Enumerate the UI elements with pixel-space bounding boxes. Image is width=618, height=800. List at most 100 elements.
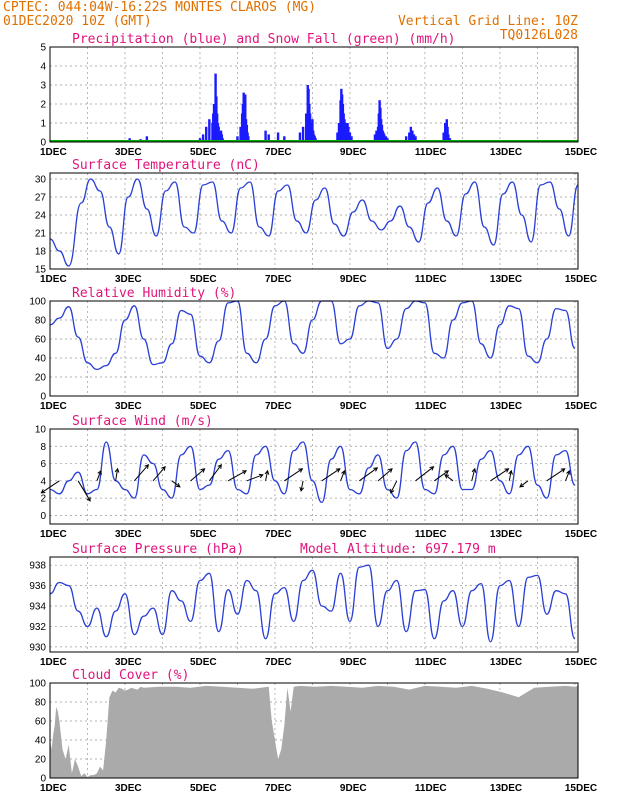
temp-panel: 15 18 21 24 27 30 1DEC 3DEC 5DEC 7DEC 9DEC 11DEC 13D… <box>35 158 597 285</box>
x-tick-label: 5DEC <box>190 657 217 668</box>
x-tick-label: 1DEC <box>40 783 67 794</box>
precip-bar <box>383 134 386 142</box>
wind-arrow-head <box>242 470 247 475</box>
x-tick-label: 11DEC <box>415 401 447 412</box>
y-tick-label: 100 <box>29 679 46 690</box>
y-tick-label: 0 <box>40 774 46 785</box>
precip-bar <box>304 113 308 142</box>
wind-arrow-head <box>429 466 435 471</box>
precip-bar <box>384 136 388 142</box>
precip-bar <box>348 132 352 142</box>
panel-frame <box>49 300 579 397</box>
panel-title: Relative Humidity (%) <box>72 286 236 301</box>
y-tick-label: 1 <box>40 119 46 130</box>
wind-arrow <box>265 470 269 481</box>
y-tick-label: 24 <box>35 211 47 222</box>
x-tick-label: 15DEC <box>565 274 597 285</box>
precip-bar <box>267 134 270 142</box>
wind-arrow <box>565 470 570 482</box>
x-tick-label: 3DEC <box>115 147 142 158</box>
x-tick-label: 3DEC <box>115 274 142 285</box>
precip-bar <box>350 136 353 142</box>
y-tick-label: 20 <box>35 755 47 766</box>
wind-arrow-head <box>373 467 379 472</box>
wind-arrow <box>77 480 91 502</box>
precip-bar <box>375 130 378 142</box>
wind-panel: 0 2 4 6 8 10 1DEC 3DEC 5DEC 7DEC 9DEC 11DEC 13DEC 15D… <box>35 414 597 540</box>
x-tick-label: 1DEC <box>40 657 67 668</box>
wind-arrow <box>508 470 512 481</box>
panel-frame <box>49 428 579 525</box>
y-tick-label: 3 <box>40 81 46 92</box>
x-tick-label: 11DEC <box>415 657 447 668</box>
x-tick-label: 3DEC <box>115 657 142 668</box>
y-tick-label: 0 <box>40 392 46 403</box>
precip-bar <box>442 132 445 142</box>
wind-arrow-head <box>299 486 305 492</box>
precip-bar <box>236 136 239 142</box>
y-tick-label: 2 <box>40 100 46 111</box>
x-tick-label: 7DEC <box>265 274 292 285</box>
wind-arrow <box>227 470 247 482</box>
panel-title: Surface Wind (m/s) <box>72 414 213 429</box>
x-tick-label: 9DEC <box>340 401 367 412</box>
wind-arrow <box>546 468 566 482</box>
precip-bar <box>298 132 302 142</box>
x-tick-label: 1DEC <box>40 401 67 412</box>
wind-arrow <box>471 468 476 481</box>
wind-arrow <box>171 480 181 488</box>
y-tick-label: 0 <box>40 138 46 149</box>
pres-panel: 930 932 934 936 938 1DEC 3DEC 5DEC 7DEC 9DEC 11DEC… <box>29 542 597 668</box>
precip-bar <box>444 123 447 142</box>
panel-frame <box>49 682 579 779</box>
wind-arrow-head <box>40 489 46 494</box>
header-date: 01DEC2020 10Z (GMT) <box>3 14 152 29</box>
y-tick-label: 21 <box>35 229 47 240</box>
wind-arrow-head <box>114 467 120 473</box>
panel-frame <box>49 172 579 270</box>
panel-title-right: Model Altitude: 697.179 m <box>300 542 496 557</box>
x-tick-label: 15DEC <box>565 401 597 412</box>
wind-arrow <box>133 464 149 482</box>
panel-title: Surface Temperature (nC) <box>72 158 260 173</box>
wind-arrow-head <box>298 468 304 473</box>
y-tick-label: 4 <box>40 62 46 73</box>
wind-arrow-head <box>471 467 477 473</box>
precip-bar <box>411 130 414 142</box>
y-tick-label: 27 <box>35 193 47 204</box>
x-tick-label: 13DEC <box>490 657 522 668</box>
wind-arrow-head <box>175 482 181 488</box>
cloud-panel: 0 20 40 60 80 100 1DEC 3DEC 5DEC 7DEC 9DEC 11DEC 13D… <box>29 668 597 794</box>
y-tick-label: 10 <box>35 425 47 436</box>
precip-bar <box>337 123 341 142</box>
x-tick-label: 11DEC <box>415 529 447 540</box>
y-tick-label: 4 <box>40 476 46 487</box>
y-tick-label: 80 <box>35 316 47 327</box>
precip-bar <box>301 126 305 142</box>
y-tick-label: 100 <box>29 297 46 308</box>
wind-arrow <box>115 468 119 481</box>
wind-arrow <box>433 470 449 482</box>
y-tick-label: 60 <box>35 717 47 728</box>
wind-arrow <box>284 468 303 482</box>
x-tick-label: 13DEC <box>490 401 522 412</box>
wind-arrow <box>208 464 222 482</box>
x-tick-label: 11DEC <box>415 274 447 285</box>
x-tick-label: 13DEC <box>490 783 522 794</box>
x-tick-label: 3DEC <box>115 529 142 540</box>
y-tick-label: 930 <box>29 642 46 653</box>
wind-arrow <box>340 470 346 482</box>
y-tick-label: 6 <box>40 459 46 470</box>
x-tick-label: 5DEC <box>190 529 217 540</box>
precip-panel: 0 1 2 3 4 5 1DEC 3DEC 5DEC 7DEC 9DEC 11DEC 13DEC 15DE… <box>40 32 597 158</box>
y-tick-label: 934 <box>29 602 46 613</box>
precip-bar <box>336 132 339 142</box>
wind-arrow-head <box>444 470 450 475</box>
wind-arrow-head <box>161 466 166 471</box>
y-tick-label: 938 <box>29 561 46 572</box>
x-tick-label: 13DEC <box>490 274 522 285</box>
panel-title: Precipitation (blue) and Snow Fall (gree… <box>72 32 456 47</box>
precip-bar <box>347 126 350 142</box>
panels: 0 1 2 3 4 5 1DEC 3DEC 5DEC 7DEC 9DEC 11DEC 13DEC 15DE… <box>29 32 597 794</box>
